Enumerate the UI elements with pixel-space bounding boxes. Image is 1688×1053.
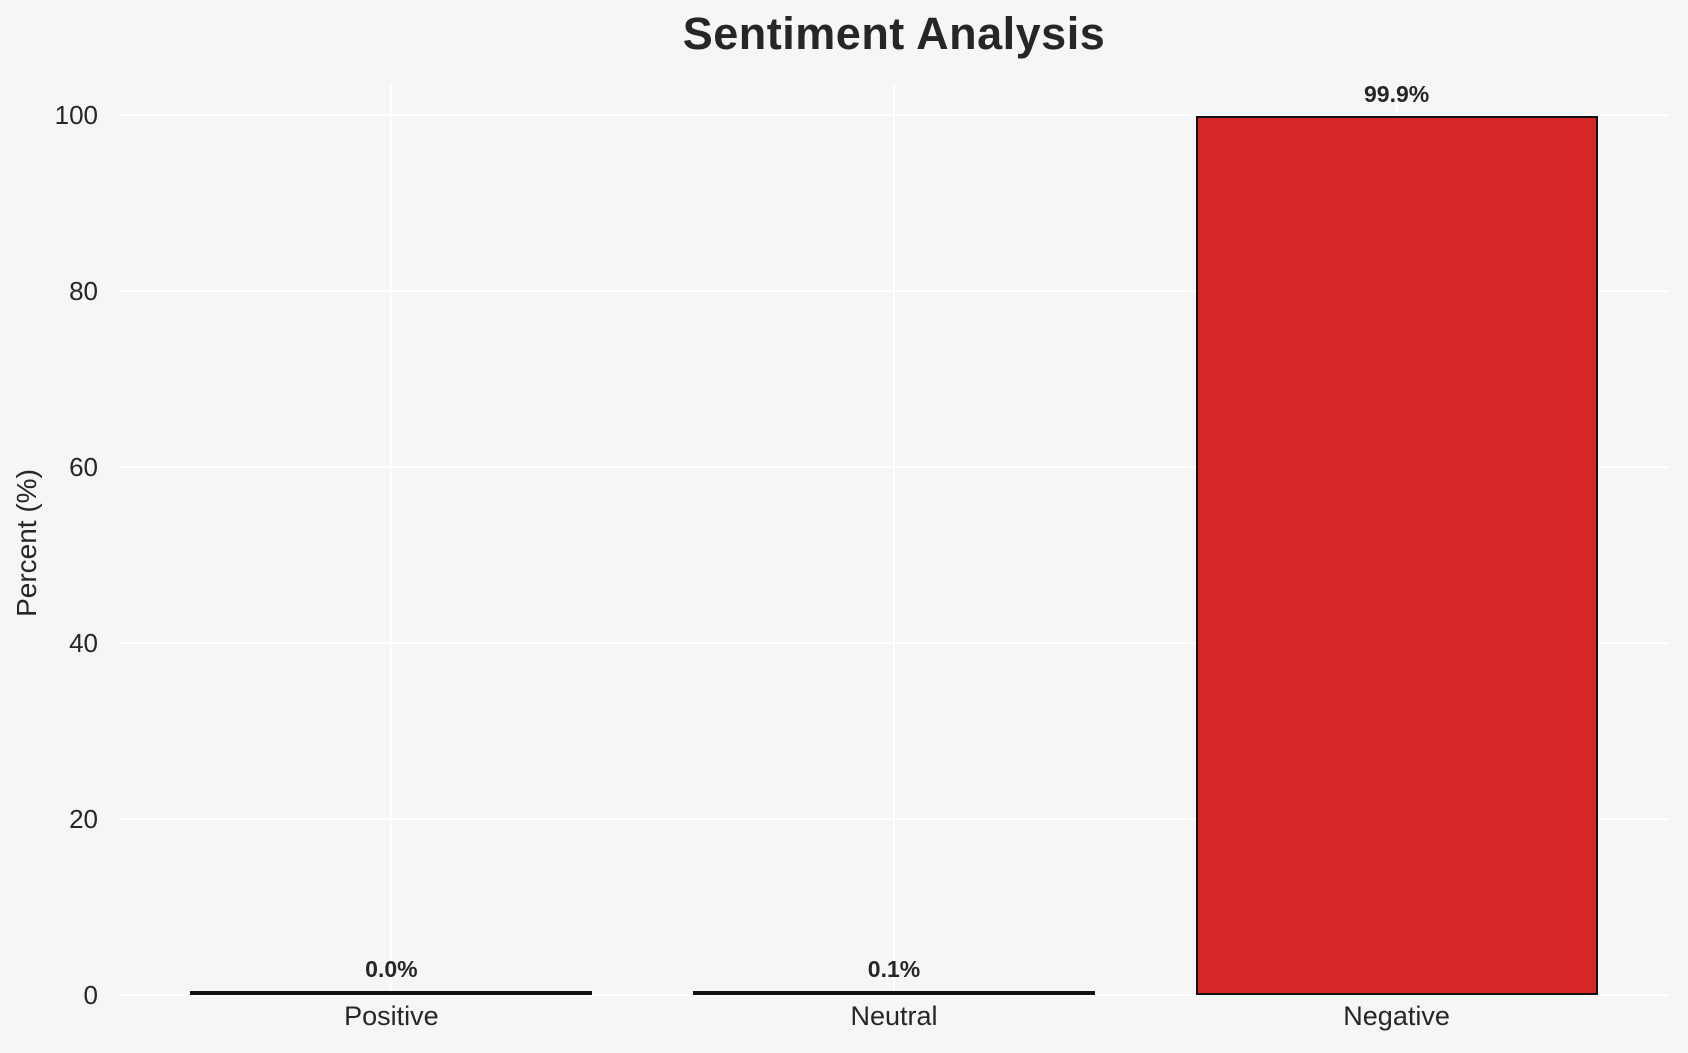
x-axis-tick-labels: Positive Neutral Negative bbox=[120, 1001, 1668, 1041]
x-tick-label-positive: Positive bbox=[344, 1001, 439, 1031]
y-tick-label: 60 bbox=[69, 452, 98, 482]
chart-title: Sentiment Analysis bbox=[682, 8, 1106, 59]
bar-value-label: 99.9% bbox=[1363, 81, 1430, 107]
x-gridline bbox=[390, 85, 393, 995]
x-tick-label-negative: Negative bbox=[1343, 1001, 1450, 1031]
bar-value-label: 0.1% bbox=[867, 956, 921, 982]
bar-positive bbox=[190, 991, 593, 995]
y-tick-label: 80 bbox=[69, 276, 98, 306]
bar-negative bbox=[1195, 116, 1598, 995]
y-axis-tick-labels: 0 20 40 60 80 100 bbox=[0, 85, 108, 1009]
y-tick-label: 0 bbox=[83, 980, 98, 1010]
bar-neutral bbox=[692, 991, 1096, 995]
y-tick-label: 20 bbox=[69, 804, 98, 834]
y-tick-label: 40 bbox=[69, 628, 98, 658]
x-tick-label-neutral: Neutral bbox=[850, 1001, 938, 1031]
x-gridline bbox=[893, 85, 895, 995]
bar-value-label: 0.0% bbox=[365, 956, 418, 982]
y-tick-label: 100 bbox=[54, 100, 98, 130]
y-gridline bbox=[120, 994, 1668, 996]
plot-area: 0.0% 0.1% 99.9% bbox=[120, 81, 1668, 996]
